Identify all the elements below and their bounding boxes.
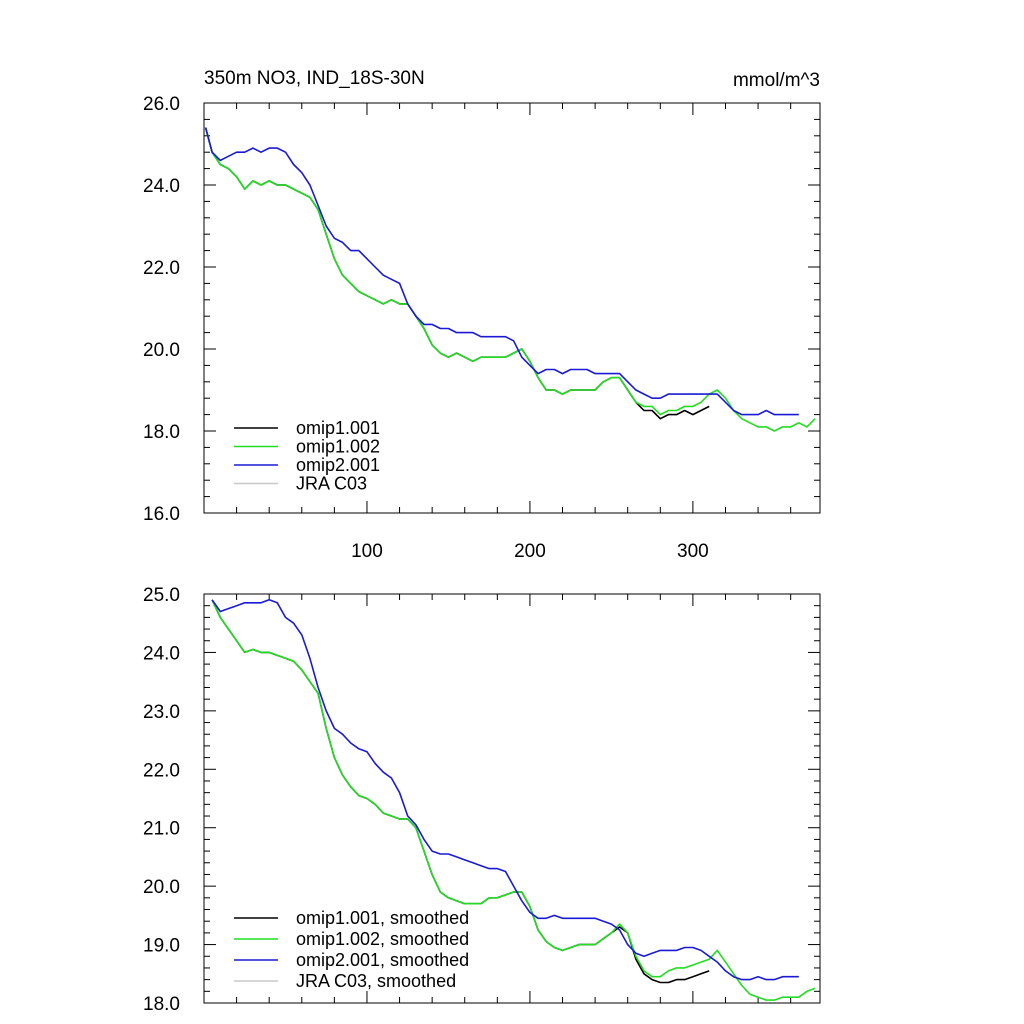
legend-label: JRA C03 [296, 474, 367, 494]
y-tick-label: 24.0 [143, 176, 180, 197]
chart-title: 350m NO3, IND_18S-30N [204, 68, 425, 89]
top-panel: 350m NO3, IND_18S-30N mmol/m^3 16.0 18.0 2… [143, 68, 821, 562]
plot-frame [203, 102, 821, 514]
y-tick-label: 19.0 [143, 936, 180, 957]
legend-label: omip1.002 [296, 437, 380, 457]
legend-label: omip2.001, smoothed [296, 950, 469, 970]
y-tick-label: 16.0 [143, 504, 180, 525]
x-tick-label: 300 [677, 541, 709, 562]
y-tick-label: 22.0 [143, 760, 180, 781]
y-tick-label: 21.0 [143, 819, 180, 840]
y-tick-label: 23.0 [143, 702, 180, 723]
y-tick-label: 18.0 [143, 994, 180, 1015]
series-line [204, 127, 799, 416]
series-line [211, 599, 799, 981]
legend-label: JRA C03, smoothed [296, 971, 456, 991]
series-line [204, 127, 710, 420]
units-label: mmol/m^3 [733, 70, 820, 91]
y-tick-label: 22.0 [143, 258, 180, 279]
x-tick-label: 100 [351, 541, 383, 562]
y-tick-label: 20.0 [143, 340, 180, 361]
legend-label: omip1.001, smoothed [296, 908, 469, 928]
y-tick-label: 24.0 [143, 643, 180, 664]
y-tick-label: 18.0 [143, 422, 180, 443]
y-tick-label: 25.0 [143, 585, 180, 606]
legend-label: omip1.001 [296, 418, 380, 438]
plot-frame [203, 593, 821, 1004]
series-line [211, 599, 816, 1001]
legend-label: omip2.001 [296, 455, 380, 475]
x-tick-label: 200 [514, 541, 546, 562]
y-tick-label: 26.0 [143, 94, 180, 115]
legend-label: omip1.002, smoothed [296, 929, 469, 949]
y-tick-label: 20.0 [143, 877, 180, 898]
series-line [204, 127, 816, 432]
bottom-panel: 18.0 19.0 20.0 21.0 22.0 23.0 24.0 25.0 omip1.00… [143, 585, 821, 1015]
